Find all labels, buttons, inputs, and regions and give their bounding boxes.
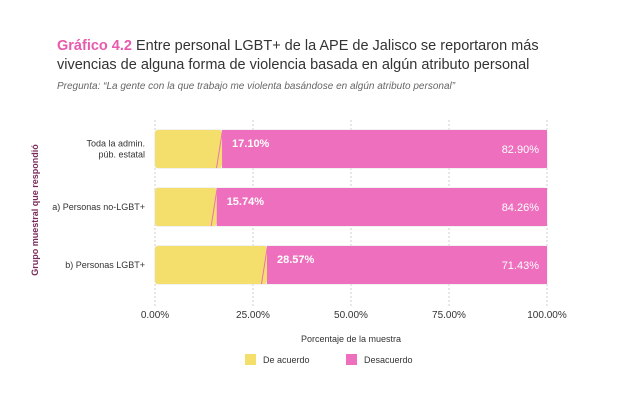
x-tick-label: 100.00%	[527, 310, 567, 321]
x-axis-title: Porcentaje de la muestra	[301, 334, 401, 344]
legend-swatch-de-acuerdo	[245, 354, 256, 365]
chart-subtitle: Pregunta: “La gente con la que trabajo m…	[57, 81, 456, 92]
x-tick-label: 0.00%	[141, 310, 169, 321]
value-label-de-acuerdo: 15.74%	[227, 196, 265, 208]
x-tick-label: 50.00%	[334, 310, 368, 321]
x-tick-label: 75.00%	[432, 310, 466, 321]
value-label-desacuerdo: 71.43%	[502, 260, 540, 272]
bar-divider	[216, 130, 224, 168]
bar-segment-de-acuerdo	[155, 188, 217, 226]
legend-label-de-acuerdo: De acuerdo	[263, 355, 310, 365]
category-label: b) Personas LGBT+	[65, 260, 145, 270]
title-block: Gráfico 4.2 Entre personal LGBT+ de la A…	[57, 37, 597, 92]
category-label: a) Personas no-LGBT+	[52, 202, 145, 212]
value-label-desacuerdo: 84.26%	[502, 202, 540, 214]
value-label-de-acuerdo: 17.10%	[232, 138, 270, 150]
chart-title: Gráfico 4.2 Entre personal LGBT+ de la A…	[57, 37, 597, 75]
bar-segment-desacuerdo	[222, 130, 548, 168]
category-label: púb. estatal	[98, 150, 145, 160]
chart-title-text: Entre personal LGBT+ de la APE de Jalisc…	[57, 38, 539, 73]
value-label-de-acuerdo: 28.57%	[277, 254, 315, 266]
bar-segment-de-acuerdo	[155, 246, 267, 284]
bar-divider	[260, 246, 268, 284]
category-label: Toda la admin.	[86, 139, 145, 149]
value-label-desacuerdo: 82.90%	[502, 144, 540, 156]
bar-segment-desacuerdo	[216, 188, 547, 226]
bar-divider	[210, 188, 218, 226]
legend-swatch-desacuerdo	[346, 354, 357, 365]
chart-label: Gráfico 4.2	[57, 38, 132, 54]
x-tick-label: 25.00%	[236, 310, 270, 321]
bar-segment-desacuerdo	[266, 246, 547, 284]
y-axis-title: Grupo muestral que respondió	[30, 144, 40, 276]
bar-segment-de-acuerdo	[155, 130, 223, 168]
legend-label-desacuerdo: Desacuerdo	[364, 355, 413, 365]
